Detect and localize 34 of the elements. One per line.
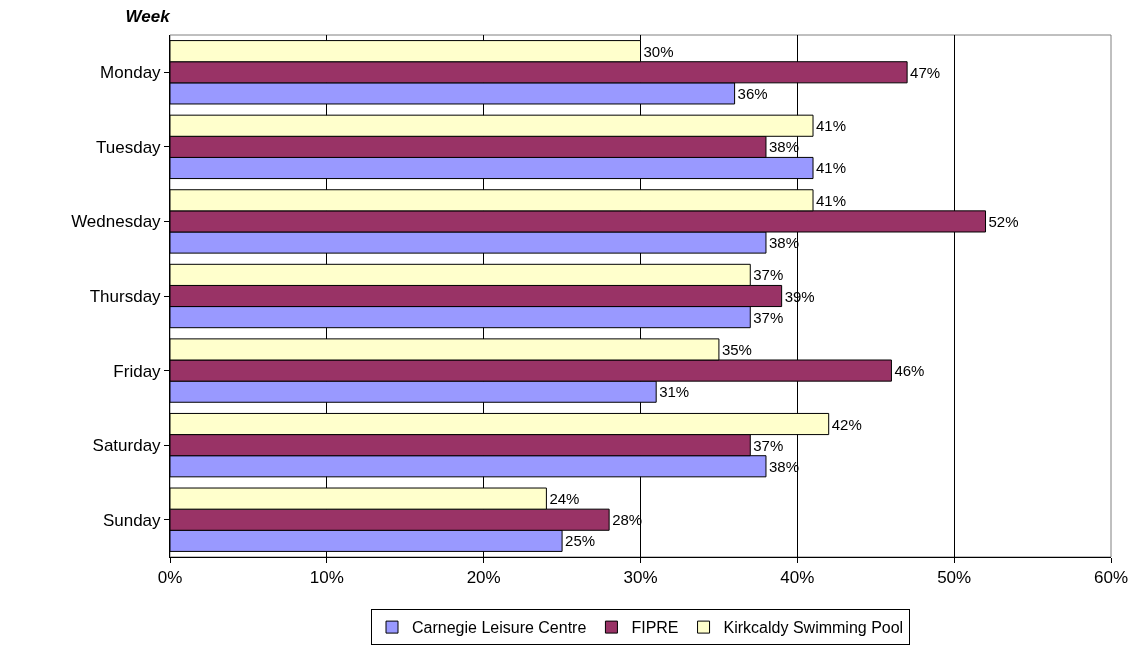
data-label: 47% <box>910 63 941 81</box>
y-tick-label: Wednesday <box>71 212 162 232</box>
data-label: 25% <box>565 532 596 550</box>
data-label: 37% <box>753 436 784 454</box>
chart-title: Week <box>125 6 172 26</box>
data-label: 35% <box>721 340 752 358</box>
x-tick-label: 60% <box>1093 568 1129 588</box>
data-label: 46% <box>894 362 925 380</box>
data-label: 42% <box>831 415 862 433</box>
y-tick-label: Sunday <box>102 510 162 530</box>
y-tick-label: Tuesday <box>96 137 162 157</box>
y-tick-label: Thursday <box>89 286 162 306</box>
y-tick-label: Saturday <box>92 436 162 456</box>
data-label: 41% <box>816 117 847 135</box>
y-tick-label: Friday <box>113 361 162 381</box>
data-label: 30% <box>643 42 674 60</box>
x-tick-label: 40% <box>780 568 815 588</box>
data-label: 37% <box>753 266 784 284</box>
data-label: 37% <box>753 308 784 326</box>
x-tick-label: 20% <box>466 568 501 588</box>
x-tick-label: 50% <box>937 568 972 588</box>
x-tick-label: 10% <box>309 568 344 588</box>
data-label: 41% <box>816 191 847 209</box>
legend-label: FIPRE <box>631 619 679 637</box>
data-label: 41% <box>816 159 847 177</box>
legend-label: Carnegie Leisure Centre <box>412 619 587 637</box>
data-label: 52% <box>988 212 1019 230</box>
data-label: 31% <box>659 383 690 401</box>
data-label: 36% <box>737 84 768 102</box>
y-tick-label: Monday <box>100 63 162 83</box>
x-tick-label: 0% <box>157 568 183 588</box>
data-label: 24% <box>549 490 580 508</box>
x-tick-label: 30% <box>623 568 658 588</box>
legend-label: Kirkcaldy Swimming Pool <box>723 619 904 637</box>
